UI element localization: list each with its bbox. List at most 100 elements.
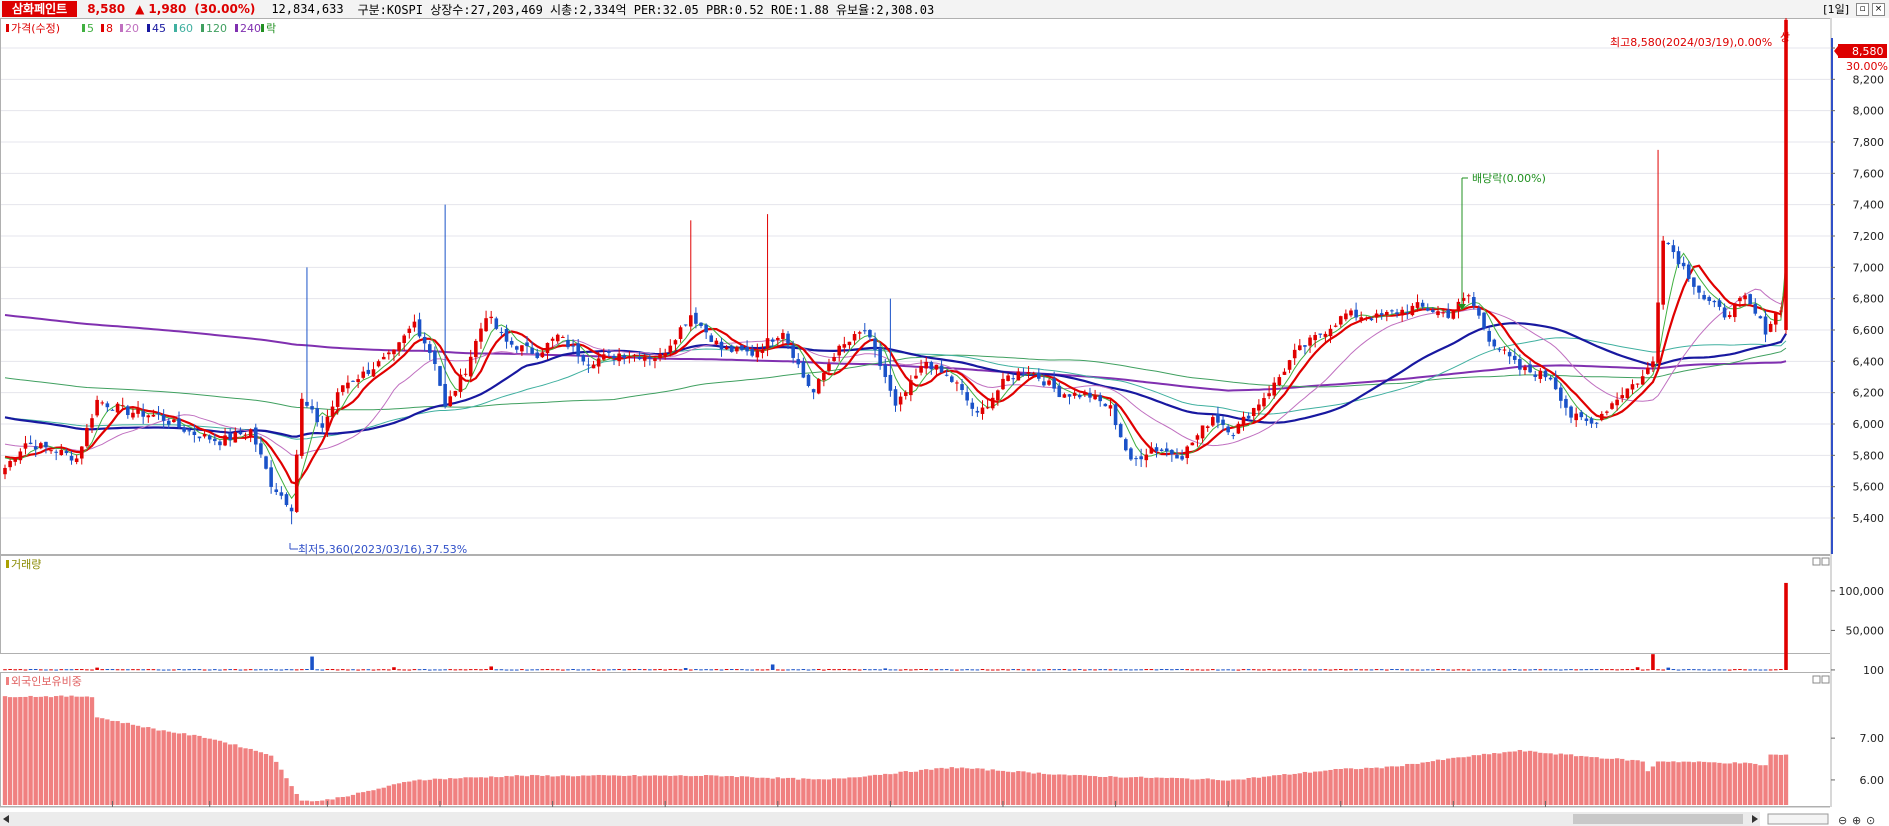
legend-ma45[interactable]: 45 (152, 22, 166, 35)
foreign-ownership-bar (1717, 762, 1722, 805)
candle-body (1620, 395, 1625, 399)
volume-bar (1067, 669, 1072, 671)
foreign-ownership-bar (1231, 779, 1236, 805)
price-tick-label: 6,200 (1853, 387, 1885, 400)
volume-bar (1620, 669, 1625, 671)
candle-body (100, 402, 105, 404)
candle-body (1369, 318, 1374, 321)
volume-bar (1584, 669, 1589, 671)
foreign-ownership-bar (2, 696, 8, 805)
foreign-ownership-bar (1179, 778, 1185, 805)
volume-bar (202, 669, 207, 671)
scroll-left-icon[interactable] (3, 815, 9, 823)
candle-body (1763, 316, 1768, 335)
foreign-ownership-bar (1108, 776, 1113, 805)
volume-bar (95, 667, 99, 670)
candle-body (202, 433, 207, 437)
zoom-out-icon[interactable]: ⊖ (1838, 814, 1847, 826)
candle-body (207, 435, 212, 440)
volume-bar (1098, 669, 1103, 671)
scroll-thumb[interactable] (1573, 814, 1743, 824)
legend-ma8[interactable]: 8 (106, 22, 113, 35)
foreign-ownership-bar (100, 718, 105, 805)
price-gridlines (1, 47, 1830, 519)
restore-icon[interactable]: ▫ (1856, 2, 1869, 16)
legend-ma5[interactable]: 5 (87, 22, 94, 35)
candle-body (64, 451, 69, 454)
candle-body (1282, 371, 1287, 375)
foreign-ownership-bar (852, 777, 857, 805)
volume-bar (525, 669, 529, 671)
candle-body (719, 341, 724, 350)
volume-bar (811, 669, 816, 671)
candle-body (131, 412, 135, 418)
candle-body (1379, 313, 1384, 315)
volume-bar (950, 669, 954, 671)
candle-body (141, 411, 145, 417)
foreign-ownership-bar (744, 776, 750, 805)
foreign-ownership-bar (233, 744, 238, 805)
legend-price[interactable]: 가격(수정) (11, 22, 60, 35)
horizontal-scrollbar[interactable]: ⊖ ⊕ ⊙ (0, 812, 1875, 826)
candle-body (1702, 294, 1706, 300)
candle-body (653, 358, 657, 361)
stock-name[interactable]: 삼화페인트 (2, 1, 78, 17)
candle-body (499, 331, 504, 333)
period-selector[interactable]: [1일] (1823, 3, 1849, 16)
candle-body (1543, 370, 1548, 378)
candle-body (612, 355, 616, 359)
foreign-ownership-bar (1630, 759, 1635, 805)
price-tick-label: 6,600 (1853, 324, 1885, 337)
volume-bar (376, 669, 381, 671)
foreign-ownership-bar (1297, 773, 1302, 805)
foreign-ownership-bar (1021, 771, 1026, 805)
zoom-reset-icon[interactable]: ⊙ (1866, 814, 1875, 826)
volume-bar (1349, 669, 1353, 671)
candle-body (1630, 384, 1635, 390)
volume-bar (1625, 669, 1630, 671)
close-icon[interactable]: × (1872, 2, 1885, 16)
legend-ex-div[interactable]: 락 (266, 22, 276, 35)
volume-bar (1195, 669, 1200, 671)
foreign-ownership-bar (975, 768, 980, 805)
volume-bar (1405, 669, 1410, 671)
candle-body (535, 352, 540, 358)
legend-ma20[interactable]: 20 (125, 22, 139, 35)
legend-ma240[interactable]: 240 (240, 22, 261, 35)
foreign-ownership-bar (7, 697, 13, 805)
volume-bar (381, 669, 386, 671)
price-change: 1,980 (148, 2, 187, 16)
candle-body (115, 403, 120, 413)
candle-body (44, 441, 48, 448)
volume-bar (1431, 669, 1435, 671)
foreign-ownership-bar (222, 742, 228, 805)
foreign-ownership-bar (315, 801, 320, 805)
volume-bar (105, 669, 110, 671)
volume-bar (289, 669, 294, 671)
foreign-ownership-bar (135, 725, 141, 805)
foreign-ownership-bar (54, 696, 59, 805)
candle-body (504, 328, 509, 342)
legend-ma60[interactable]: 60 (179, 22, 193, 35)
foreign-ownership-bar (1604, 758, 1610, 805)
current-price: 8,580 (87, 2, 126, 16)
foreign-ownership-bar (1169, 777, 1175, 805)
zoom-in-icon[interactable]: ⊕ (1852, 814, 1861, 826)
volume-bar (806, 669, 811, 671)
volume-bar (427, 669, 432, 671)
volume-bar (796, 669, 801, 671)
foreign-ownership-bar (1512, 751, 1517, 805)
foreign-ownership-bar (990, 769, 995, 805)
foreign-ownership-bar (473, 777, 479, 805)
legend-ma120[interactable]: 120 (206, 22, 227, 35)
volume-bar (1697, 669, 1701, 671)
volume-bar (340, 669, 345, 671)
foreign-ownership-bar (1758, 765, 1763, 805)
foreign-ownership-bar (1348, 768, 1354, 805)
volume-bar (1236, 669, 1241, 671)
volume-bar (1118, 669, 1123, 671)
candle-body (54, 451, 58, 453)
scroll-right-icon[interactable] (1752, 815, 1758, 823)
volume-bar (673, 669, 678, 671)
volume-bar (18, 669, 23, 671)
